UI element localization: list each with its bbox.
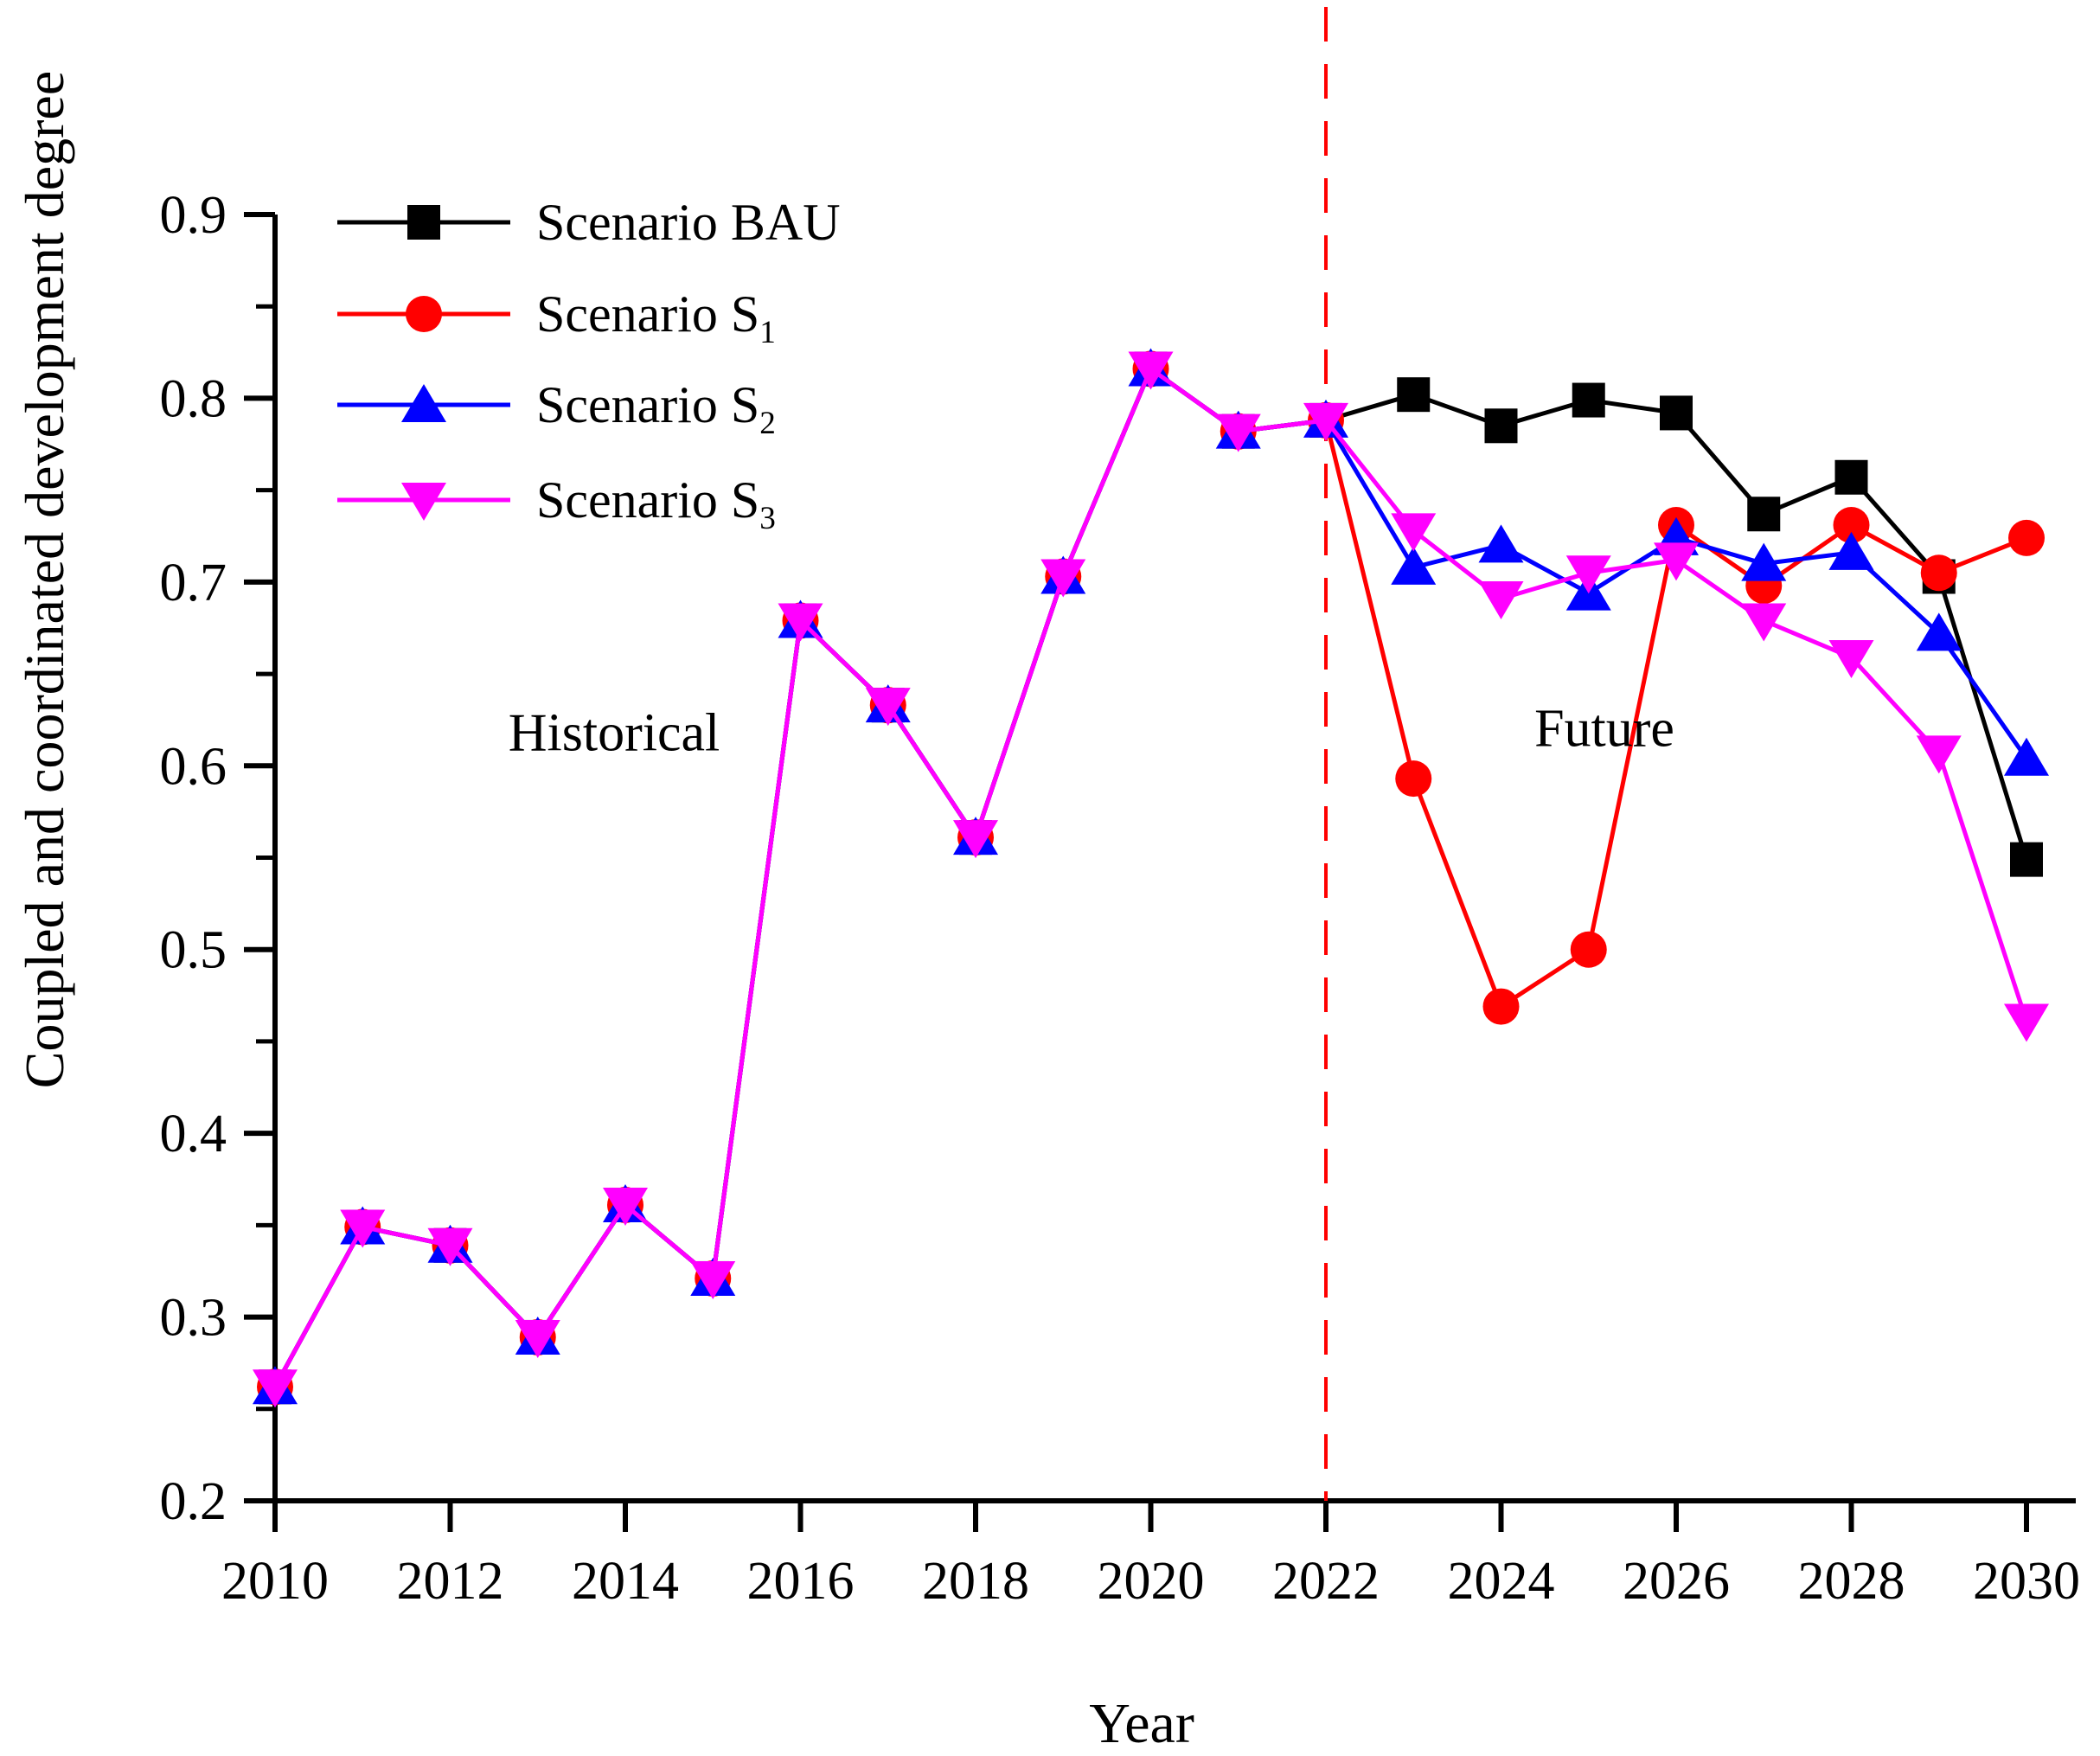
y-tick-label: 0.7 <box>160 554 227 612</box>
legend-label: Scenario S2 <box>536 375 776 441</box>
circle-marker-icon <box>406 296 442 332</box>
legend-item-scenario-s3: Scenario S3 <box>337 469 776 536</box>
triangle-down-marker-icon <box>401 483 446 521</box>
x-tick-label: 2012 <box>397 1552 504 1611</box>
x-tick-label: 2018 <box>922 1552 1029 1611</box>
legend-label: Scenario S3 <box>536 471 776 536</box>
legend-marker-triangle-down-icon <box>337 483 510 521</box>
y-tick-label: 0.3 <box>160 1289 227 1348</box>
x-tick-label: 2020 <box>1098 1552 1205 1611</box>
annotation-future: Future <box>1534 699 1674 759</box>
x-tick-label: 2024 <box>1448 1552 1555 1611</box>
legend-label: Scenario BAU <box>536 193 841 251</box>
y-tick-label: 0.2 <box>160 1472 227 1531</box>
y-tick-label: 0.5 <box>160 921 227 980</box>
legend-marker-square-icon <box>337 205 510 240</box>
series-scenario-s3 <box>253 351 2049 1408</box>
x-tick-label: 2010 <box>221 1552 329 1611</box>
x-tick-label: 2028 <box>1798 1552 1905 1611</box>
legend-item-scenario-s2: Scenario S2 <box>337 374 776 441</box>
annotation-historical: Historical <box>508 703 720 763</box>
legend-item-scenario-bau: Scenario BAU <box>337 191 841 253</box>
y-axis-ticks: 0.9 0.8 0.7 0.6 0.5 0.4 0.3 0.2 <box>160 186 275 1531</box>
x-tick-label: 2026 <box>1623 1552 1730 1611</box>
legend-marker-circle-icon <box>337 296 510 332</box>
x-axis-title: Year <box>1089 1692 1194 1755</box>
y-tick-label: 0.8 <box>160 369 227 428</box>
legend-label: Scenario S1 <box>536 285 776 350</box>
y-tick-label: 0.4 <box>160 1105 227 1163</box>
y-axis-title: Coupled and coordinated development degr… <box>14 70 75 1089</box>
triangle-up-marker-icon <box>401 384 446 422</box>
y-tick-label: 0.6 <box>160 737 227 796</box>
series-markers-scenario-s3 <box>253 351 2049 1408</box>
x-axis-ticks: 2010 2012 2014 2016 2018 2020 2022 2024 2026 2028… <box>221 1501 2080 1611</box>
square-marker-icon <box>407 205 440 240</box>
legend-marker-triangle-up-icon <box>337 384 510 422</box>
x-tick-label: 2016 <box>747 1552 855 1611</box>
x-tick-label: 2022 <box>1272 1552 1380 1611</box>
legend-item-scenario-s1: Scenario S1 <box>337 283 776 350</box>
y-tick-label: 0.9 <box>160 186 227 245</box>
x-tick-label: 2030 <box>1973 1552 2080 1611</box>
x-tick-label: 2014 <box>572 1552 679 1611</box>
